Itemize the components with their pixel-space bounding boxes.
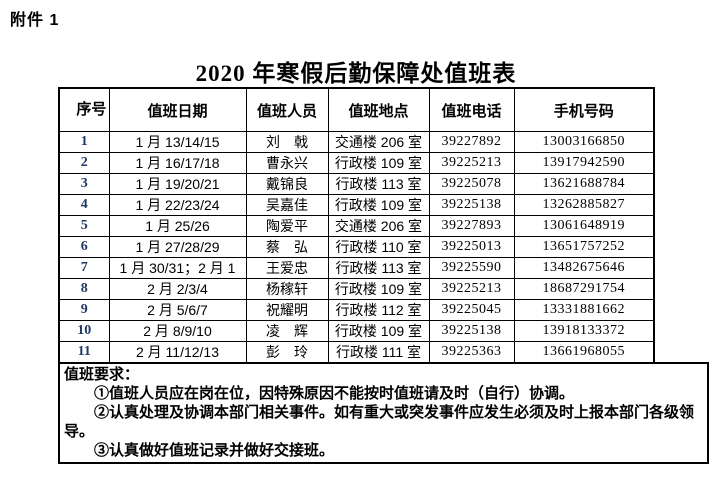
cell-location: 行政楼 109 室 (327, 194, 430, 216)
cell-phone: 39225213 (428, 152, 515, 174)
table-row: 3 1 月 19/20/21 戴锦良 行政楼 113 室 39225078 13… (58, 173, 655, 195)
cell-mobile: 13918133372 (513, 320, 655, 342)
cell-person: 刘 戟 (245, 131, 329, 153)
duty-requirements-box: 值班要求： ①值班人员应在岗在位，因特殊原因不能按时值班请及时（自行）协调。 ②… (58, 362, 709, 464)
header-location: 值班地点 (327, 87, 430, 132)
duty-roster-table: 序号 值班日期 值班人员 值班地点 值班电话 手机号码 1 1 月 13/14/… (58, 87, 655, 364)
cell-date: 2 月 11/12/13 (108, 341, 247, 364)
cell-person: 曹永兴 (245, 152, 329, 174)
table-row: 8 2 月 2/3/4 杨稼轩 行政楼 109 室 39225213 18687… (58, 278, 655, 300)
cell-date: 2 月 5/6/7 (108, 299, 247, 321)
cell-person: 戴锦良 (245, 173, 329, 195)
cell-phone: 39225045 (428, 299, 515, 321)
cell-phone: 39225013 (428, 236, 515, 258)
cell-phone: 39225138 (428, 194, 515, 216)
cell-seq: 11 (58, 341, 110, 364)
cell-mobile: 13621688784 (513, 173, 655, 195)
cell-location: 行政楼 113 室 (327, 257, 430, 279)
cell-seq: 7 (58, 257, 110, 279)
cell-person: 陶爱平 (245, 215, 329, 237)
cell-location: 行政楼 110 室 (327, 236, 430, 258)
cell-location: 交通楼 206 室 (327, 215, 430, 237)
header-phone: 值班电话 (428, 87, 515, 132)
cell-date: 1 月 19/20/21 (108, 173, 247, 195)
cell-mobile: 13917942590 (513, 152, 655, 174)
cell-date: 2 月 2/3/4 (108, 278, 247, 300)
cell-location: 交通楼 206 室 (327, 131, 430, 153)
cell-seq: 3 (58, 173, 110, 195)
cell-location: 行政楼 111 室 (327, 341, 430, 364)
duty-requirement-item: ②认真处理及协调本部门相关事件。如有重大或突发事件应发生必须及时上报本部门各级领… (64, 404, 695, 440)
cell-person: 凌 辉 (245, 320, 329, 342)
cell-phone: 39225363 (428, 341, 515, 364)
table-row: 2 1 月 16/17/18 曹永兴 行政楼 109 室 39225213 13… (58, 152, 655, 174)
cell-date: 1 月 25/26 (108, 215, 247, 237)
cell-person: 祝耀明 (245, 299, 329, 321)
cell-phone: 39225213 (428, 278, 515, 300)
attachment-label: 附件 1 (10, 12, 60, 29)
cell-date: 1 月 22/23/24 (108, 194, 247, 216)
cell-mobile: 13661968055 (513, 341, 655, 364)
header-seq: 序号 (58, 87, 110, 132)
table-header-row: 序号 值班日期 值班人员 值班地点 值班电话 手机号码 (58, 87, 655, 132)
cell-person: 蔡 弘 (245, 236, 329, 258)
cell-seq: 1 (58, 131, 110, 153)
header-person: 值班人员 (245, 87, 329, 132)
table-row: 4 1 月 22/23/24 吴嘉佳 行政楼 109 室 39225138 13… (58, 194, 655, 216)
table-row: 10 2 月 8/9/10 凌 辉 行政楼 109 室 39225138 139… (58, 320, 655, 342)
cell-person: 彭 玲 (245, 341, 329, 364)
page-title: 2020 年寒假后勤保障处值班表 (195, 61, 517, 86)
table-row: 1 1 月 13/14/15 刘 戟 交通楼 206 室 39227892 13… (58, 131, 655, 153)
cell-location: 行政楼 113 室 (327, 173, 430, 195)
cell-seq: 5 (58, 215, 110, 237)
table-row: 5 1 月 25/26 陶爱平 交通楼 206 室 39227893 13061… (58, 215, 655, 237)
cell-date: 1 月 16/17/18 (108, 152, 247, 174)
cell-date: 1 月 27/28/29 (108, 236, 247, 258)
header-date: 值班日期 (108, 87, 247, 132)
cell-phone: 39225138 (428, 320, 515, 342)
header-mobile: 手机号码 (513, 87, 655, 132)
cell-person: 王爱忠 (245, 257, 329, 279)
cell-phone: 39225590 (428, 257, 515, 279)
cell-seq: 8 (58, 278, 110, 300)
duty-requirement-item: ①值班人员应在岗在位，因特殊原因不能按时值班请及时（自行）协调。 (94, 385, 575, 402)
cell-location: 行政楼 109 室 (327, 320, 430, 342)
duty-roster-sheet: 序号 值班日期 值班人员 值班地点 值班电话 手机号码 1 1 月 13/14/… (58, 87, 709, 464)
table-row: 9 2 月 5/6/7 祝耀明 行政楼 112 室 39225045 13331… (58, 299, 655, 321)
cell-date: 1 月 13/14/15 (108, 131, 247, 153)
cell-mobile: 18687291754 (513, 278, 655, 300)
cell-phone: 39225078 (428, 173, 515, 195)
duty-requirement-item: ③认真做好值班记录并做好交接班。 (94, 442, 335, 459)
table-row: 7 1 月 30/31；2 月 1 王爱忠 行政楼 113 室 39225590… (58, 257, 655, 279)
cell-seq: 9 (58, 299, 110, 321)
cell-person: 吴嘉佳 (245, 194, 329, 216)
cell-mobile: 13262885827 (513, 194, 655, 216)
cell-date: 2 月 8/9/10 (108, 320, 247, 342)
cell-location: 行政楼 109 室 (327, 278, 430, 300)
cell-mobile: 13331881662 (513, 299, 655, 321)
table-row: 11 2 月 11/12/13 彭 玲 行政楼 111 室 39225363 1… (58, 341, 655, 364)
cell-seq: 4 (58, 194, 110, 216)
cell-seq: 10 (58, 320, 110, 342)
cell-mobile: 13651757252 (513, 236, 655, 258)
cell-seq: 2 (58, 152, 110, 174)
cell-phone: 39227892 (428, 131, 515, 153)
cell-mobile: 13003166850 (513, 131, 655, 153)
cell-mobile: 13061648919 (513, 215, 655, 237)
cell-person: 杨稼轩 (245, 278, 329, 300)
cell-mobile: 13482675646 (513, 257, 655, 279)
cell-seq: 6 (58, 236, 110, 258)
cell-location: 行政楼 112 室 (327, 299, 430, 321)
table-row: 6 1 月 27/28/29 蔡 弘 行政楼 110 室 39225013 13… (58, 236, 655, 258)
cell-phone: 39227893 (428, 215, 515, 237)
cell-location: 行政楼 109 室 (327, 152, 430, 174)
header-seq-label: 序号 (76, 100, 107, 118)
cell-date: 1 月 30/31；2 月 1 (108, 257, 247, 279)
duty-requirements-heading: 值班要求： (64, 366, 140, 383)
